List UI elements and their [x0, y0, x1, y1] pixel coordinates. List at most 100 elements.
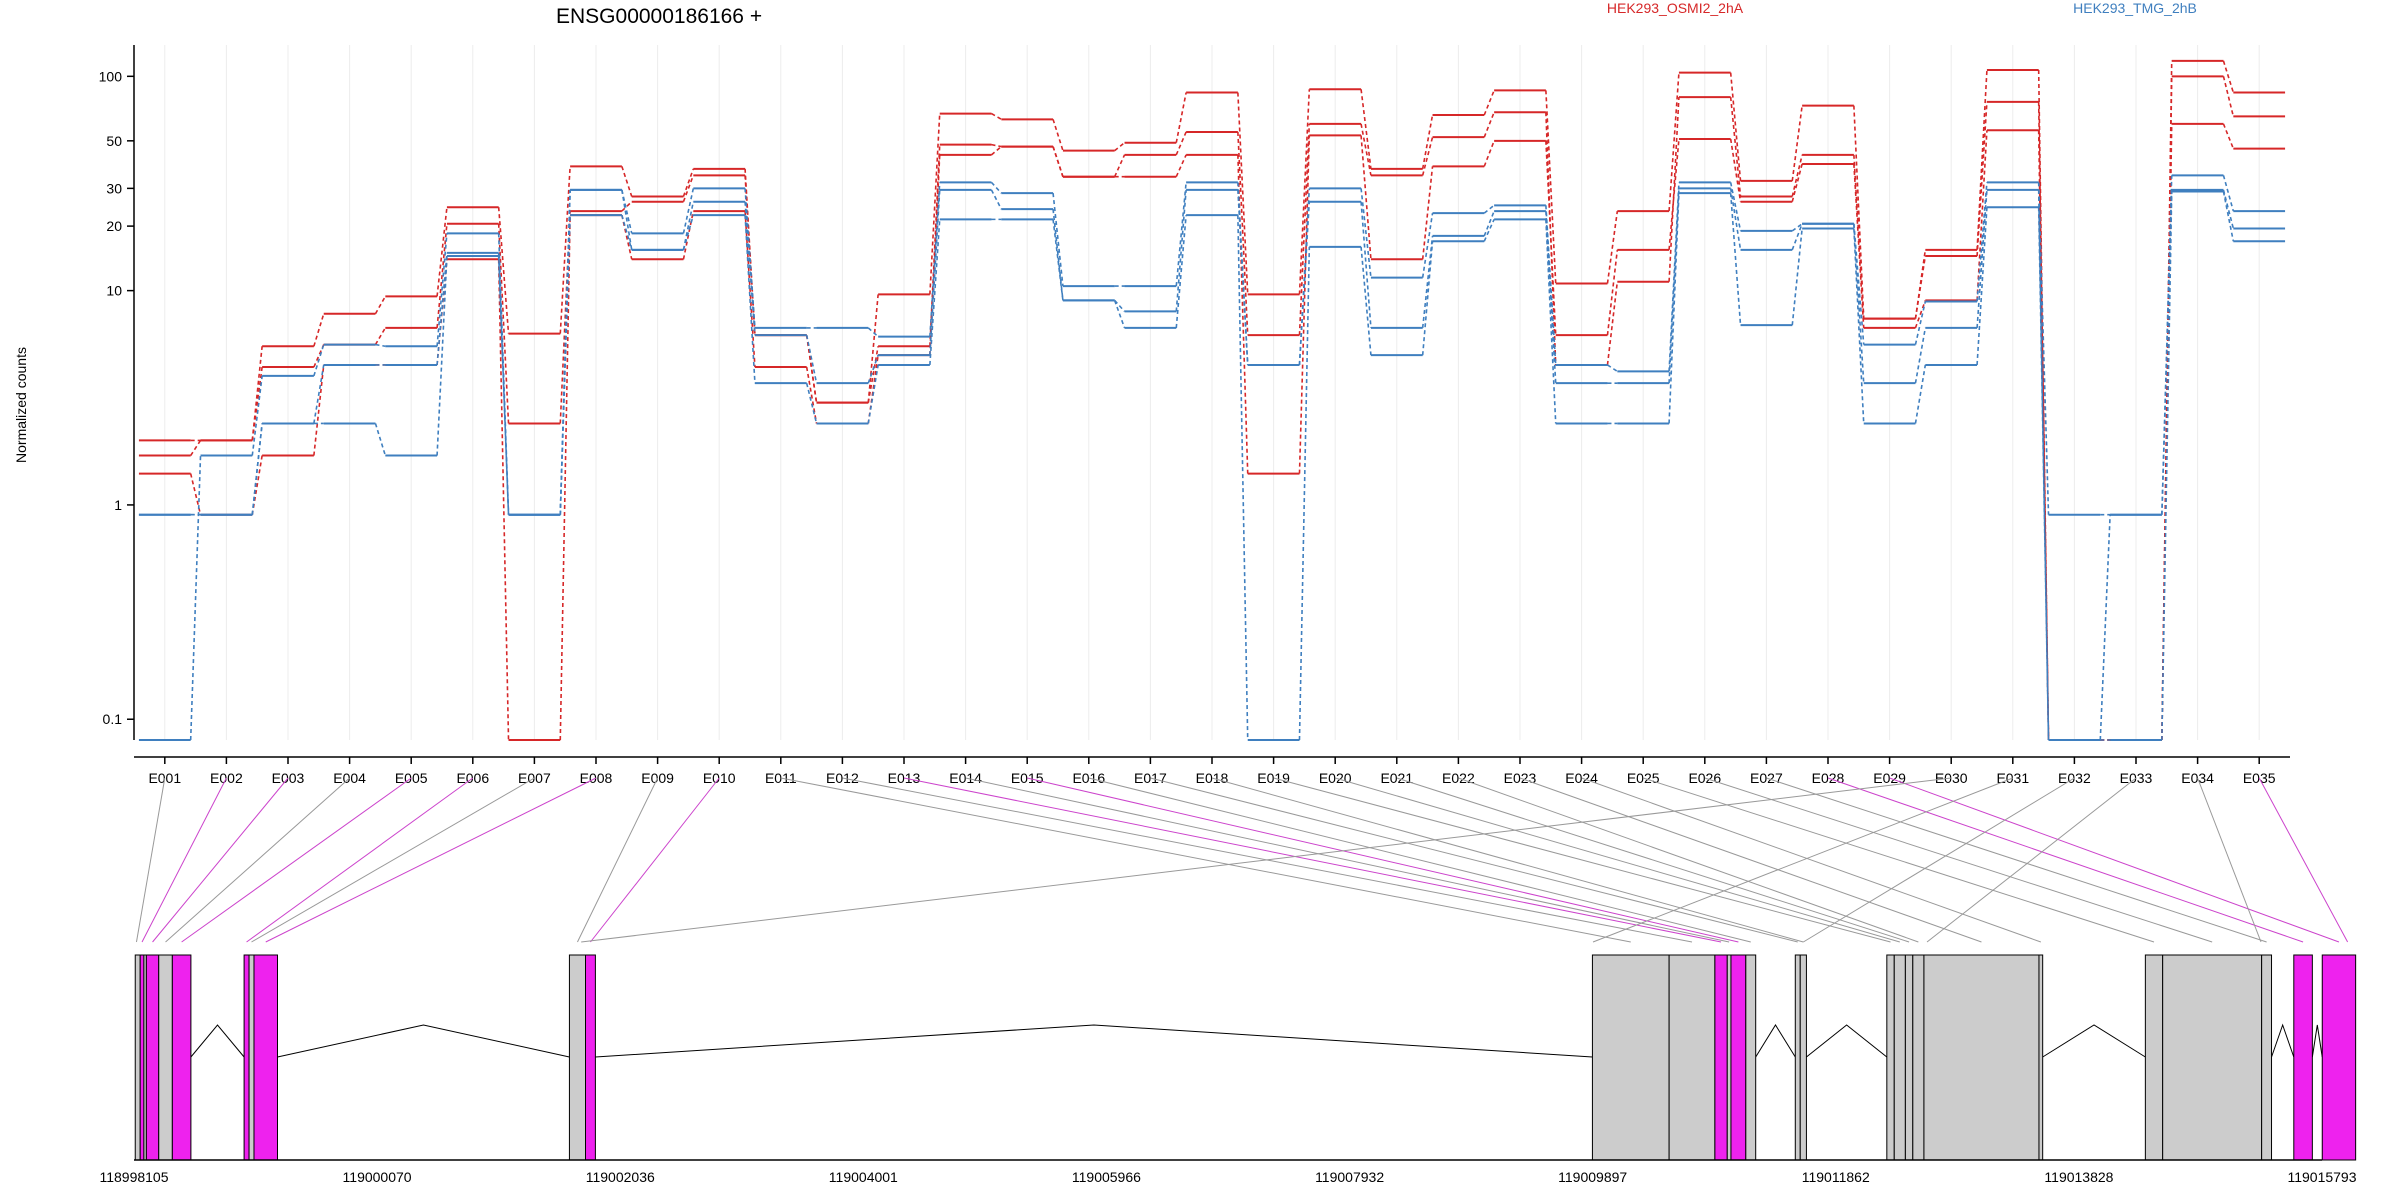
- connector-segment: [867, 327, 879, 338]
- connector-segment: [1113, 300, 1126, 329]
- exon-connector: [1088, 777, 1751, 943]
- connector-segment: [1976, 182, 1988, 302]
- series-6: [138, 190, 2286, 741]
- x-tick-label: E003: [272, 770, 305, 786]
- legend-entry: HEK293_TMG_2hB: [2073, 0, 2197, 16]
- exon-block-highlighted: [1714, 954, 1728, 1161]
- y-tick-label: 100: [99, 68, 123, 84]
- y-axis: 100 50 30 20 10 1 0.1: [99, 45, 135, 740]
- exon-connector: [1827, 777, 2304, 943]
- exon-connector-lines: [135, 777, 2349, 943]
- connector-segment: [190, 439, 202, 456]
- connector-segment: [1791, 105, 1803, 182]
- intron: [1806, 1024, 1888, 1058]
- connector-segment: [1545, 140, 1557, 336]
- connector-segment: [1483, 90, 1495, 116]
- legend-entry: HEK293_OSMI2_2hA: [1607, 0, 1744, 16]
- connector-segment: [559, 215, 571, 515]
- exon-connector: [1643, 777, 2155, 943]
- connector-segment: [1668, 193, 1680, 424]
- connector-segment: [929, 219, 941, 365]
- exon-connector: [1581, 777, 2041, 943]
- connector-segment: [1606, 281, 1619, 366]
- connector-segment: [1298, 246, 1311, 741]
- exon-connector: [590, 777, 720, 943]
- connector-segment: [991, 143, 1002, 148]
- connector-segment: [2222, 175, 2235, 212]
- connector-segment: [1668, 97, 1680, 282]
- exon-connector: [581, 777, 1952, 943]
- gene-model: [134, 954, 2357, 1161]
- connector-segment: [1729, 138, 1742, 202]
- connector-segment: [1483, 140, 1495, 167]
- connector-segment: [1606, 210, 1619, 284]
- connector-segment: [1114, 142, 1126, 152]
- connector-segment: [1298, 201, 1311, 365]
- y-tick-label: 50: [106, 133, 122, 149]
- x-tick-label: E002: [210, 770, 243, 786]
- genomic-tick-label: 119005966: [1072, 1169, 1141, 1185]
- connector-segment: [1298, 135, 1311, 474]
- connector-segment: [744, 215, 756, 384]
- exon-block-highlighted: [2293, 954, 2313, 1161]
- connector-segment: [1175, 182, 1187, 287]
- connector-segment: [1914, 301, 1927, 345]
- connector-segment: [375, 343, 386, 348]
- connector-segment: [1483, 219, 1495, 242]
- connector-segment: [251, 366, 263, 441]
- connector-segment: [621, 166, 633, 197]
- connector-segment: [867, 354, 879, 384]
- exon-block: [2038, 954, 2044, 1161]
- x-tick-label: E031: [1996, 770, 2029, 786]
- exon-connector: [1273, 777, 1891, 943]
- connector-segment: [621, 214, 633, 251]
- connector-segment: [1914, 364, 1927, 424]
- exon-connector: [141, 777, 227, 943]
- exon-block: [1912, 954, 1925, 1161]
- connector-segment: [2222, 76, 2235, 117]
- connector-segment: [1791, 223, 1803, 251]
- intron: [2042, 1024, 2146, 1058]
- connector-segment: [621, 214, 633, 260]
- connector-segment: [1668, 188, 1680, 384]
- x-tick-label: E032: [2058, 770, 2091, 786]
- connector-segment: [313, 364, 325, 456]
- exon-connector: [181, 777, 412, 943]
- connector-segment: [2099, 514, 2111, 741]
- connector-segment: [1545, 90, 1557, 284]
- connector-segment: [1545, 205, 1557, 365]
- connector-segment: [1175, 154, 1187, 178]
- connector-segment: [374, 295, 387, 315]
- connector-segment: [497, 259, 510, 741]
- connector-segment: [436, 223, 448, 328]
- connector-segment: [1606, 249, 1619, 336]
- genomic-tick-label: 119015793: [2287, 1169, 2356, 1185]
- connector-segment: [1483, 111, 1495, 138]
- connector-segment: [436, 255, 448, 456]
- connector-segment: [1298, 123, 1311, 336]
- connector-segment: [1175, 215, 1187, 328]
- connector-segment: [621, 201, 633, 212]
- connector-segment: [805, 366, 818, 424]
- connector-segment: [2222, 189, 2235, 229]
- connector-segment: [682, 188, 695, 234]
- exon-block: [1745, 954, 1757, 1161]
- exon-block: [568, 954, 587, 1161]
- exon-block: [1893, 954, 1906, 1161]
- connector-segment: [1729, 193, 1742, 326]
- y-axis-label: Normalized counts: [13, 347, 29, 463]
- exon-connector: [265, 777, 597, 943]
- exon-block-highlighted: [253, 954, 278, 1161]
- connector-segment: [1729, 72, 1742, 181]
- connector-segment: [621, 189, 633, 234]
- connector-segment: [313, 364, 325, 424]
- y-tick-label: 10: [106, 283, 122, 299]
- x-tick-label: E005: [395, 770, 428, 786]
- connector-segment: [990, 181, 1002, 194]
- genomic-tick-label: 119000070: [343, 1169, 412, 1185]
- connector-segment: [436, 233, 448, 347]
- exon-connector: [1803, 777, 2075, 943]
- connector-segment: [1976, 189, 1988, 328]
- genomic-tick-label: 119004001: [829, 1169, 898, 1185]
